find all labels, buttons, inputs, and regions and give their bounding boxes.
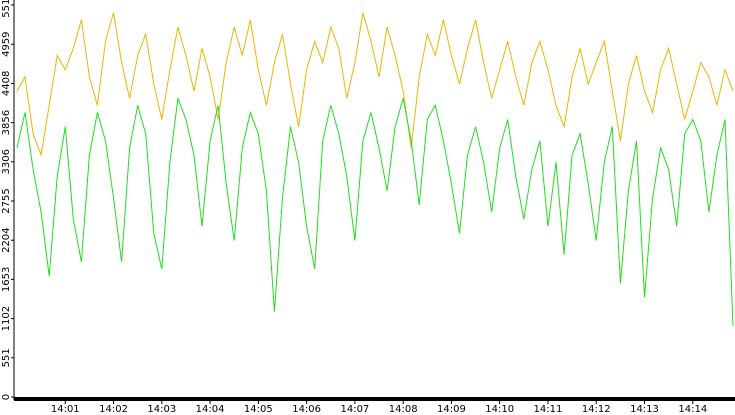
x-tick-label: 14:12 bbox=[582, 404, 611, 415]
y-tick-label: 3856 bbox=[1, 110, 12, 135]
y-tick-label: 5510 bbox=[1, 0, 12, 18]
y-tick-label: 4959 bbox=[1, 31, 12, 56]
x-tick-label: 14:10 bbox=[485, 404, 514, 415]
y-tick-label: 3306 bbox=[1, 149, 12, 174]
x-axis bbox=[14, 397, 735, 401]
x-tick-label: 14:02 bbox=[99, 404, 128, 415]
x-tick-label: 14:07 bbox=[340, 404, 369, 415]
y-tick-label: 1102 bbox=[1, 306, 12, 331]
x-tick-label: 14:04 bbox=[196, 404, 225, 415]
series-line bbox=[16, 98, 734, 326]
x-tick-label: 14:11 bbox=[534, 404, 563, 415]
y-tick-label: 551 bbox=[1, 348, 12, 367]
series-line bbox=[16, 12, 734, 158]
y-tick-label: 2755 bbox=[1, 188, 12, 213]
y-tick-label: 0 bbox=[1, 394, 12, 400]
y-tick-label: 2204 bbox=[1, 227, 12, 252]
y-tick-label: 4408 bbox=[1, 71, 12, 96]
x-tick-label: 14:13 bbox=[630, 404, 659, 415]
y-tick-label: 1653 bbox=[1, 267, 12, 292]
x-tick-label: 14:03 bbox=[147, 404, 176, 415]
x-tick-label: 14:09 bbox=[437, 404, 466, 415]
x-tick-label: 14:08 bbox=[389, 404, 418, 415]
x-tick-label: 14:06 bbox=[292, 404, 321, 415]
x-tick-label: 14:01 bbox=[51, 404, 80, 415]
x-tick-label: 14:05 bbox=[244, 404, 273, 415]
x-tick-label: 14:14 bbox=[678, 404, 707, 415]
